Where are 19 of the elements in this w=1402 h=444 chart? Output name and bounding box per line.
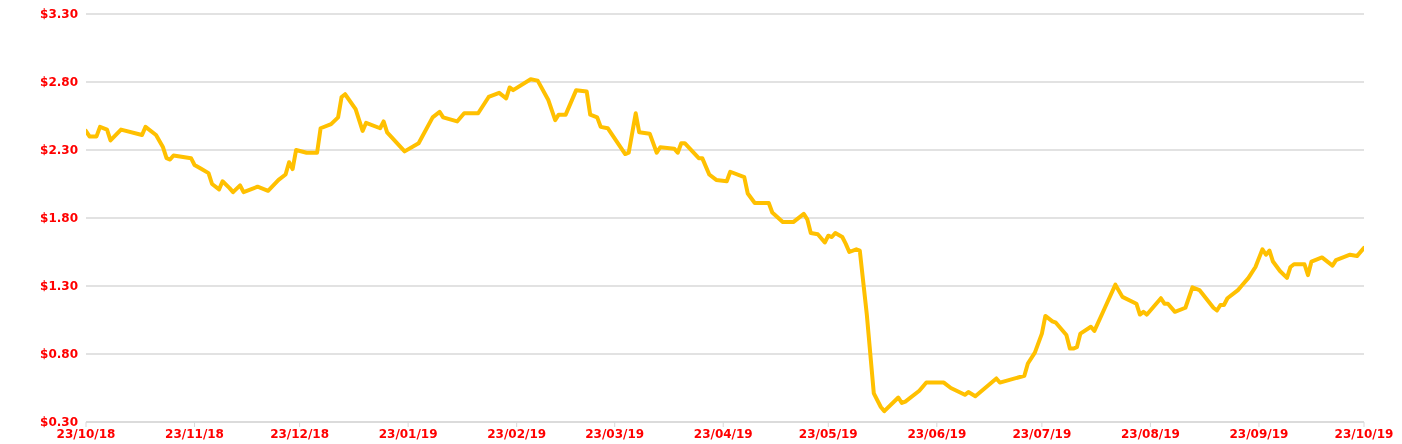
y-tick-label: $2.30 [40, 143, 78, 158]
y-tick-label: $1.80 [40, 211, 78, 226]
y-tick-label: $0.80 [40, 347, 78, 362]
x-tick-label: 23/08/19 [1120, 426, 1180, 441]
x-tick-label: 23/07/19 [1012, 426, 1072, 441]
y-tick-label: $1.30 [40, 279, 78, 294]
x-tick-label: 23/05/19 [798, 426, 858, 441]
x-tick-label: 23/01/19 [378, 426, 438, 441]
x-tick-label: 23/10/19 [1334, 426, 1394, 441]
line-series [86, 77, 1364, 414]
x-tick-label: 23/12/18 [270, 426, 330, 441]
x-tick-label: 23/06/19 [907, 426, 967, 441]
x-tick-label: 23/11/18 [165, 426, 224, 441]
y-tick-label: $2.80 [40, 75, 78, 90]
x-tick-label: 23/03/19 [585, 426, 645, 441]
x-tick-label: 23/09/19 [1229, 426, 1289, 441]
y-tick-label: $3.30 [40, 7, 78, 22]
x-tick-label: 23/02/19 [487, 426, 547, 441]
x-tick-label: 23/04/19 [693, 426, 753, 441]
